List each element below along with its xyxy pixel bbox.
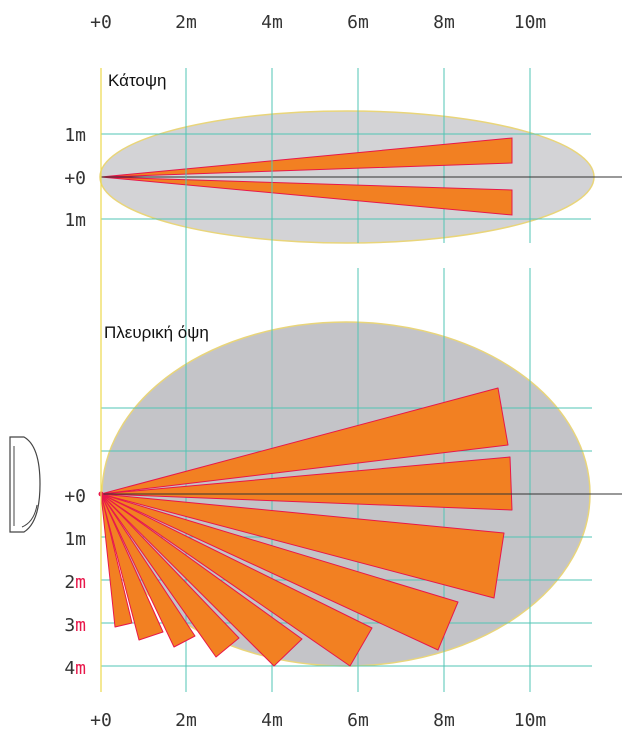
side-detection-zone bbox=[100, 493, 303, 667]
side-detection-zone bbox=[100, 493, 196, 648]
top-axis: +0 2m 4m 6m 8m 10m bbox=[90, 12, 546, 33]
top-axis-label: 2m bbox=[175, 12, 197, 33]
top-axis-label: +0 bbox=[90, 12, 112, 33]
bottom-axis-label: 6m bbox=[347, 710, 369, 731]
top-axis-label: 6m bbox=[347, 12, 369, 33]
side-y-label-unit: m bbox=[75, 615, 86, 636]
side-detection-zone bbox=[100, 493, 164, 641]
top-axis-label: 10m bbox=[514, 12, 547, 33]
side-detection-zone bbox=[100, 456, 513, 511]
side-detection-zones bbox=[100, 387, 513, 667]
side-detection-zone bbox=[100, 387, 509, 495]
side-y-label: 3m bbox=[64, 615, 86, 636]
plan-detection-zone bbox=[100, 137, 513, 178]
side-y-label-number: 2 bbox=[64, 572, 75, 593]
bottom-axis-label: 10m bbox=[514, 710, 547, 731]
side-y-label-unit: m bbox=[75, 572, 86, 593]
side-view: Πλευρική όψη +0 1m 2m 3m 4m bbox=[9, 68, 622, 692]
plan-y-label: 1m bbox=[64, 210, 86, 231]
side-y-label: 4m bbox=[64, 658, 86, 679]
plan-view-title: Κάτοψη bbox=[108, 71, 166, 90]
bottom-axis-label: +0 bbox=[90, 710, 112, 731]
bottom-axis-label: 4m bbox=[261, 710, 283, 731]
side-detection-zone bbox=[100, 493, 505, 599]
plan-detection-zone bbox=[100, 176, 513, 216]
side-y-label: 2m bbox=[64, 572, 86, 593]
side-detection-zone bbox=[100, 493, 459, 651]
top-axis-label: 8m bbox=[433, 12, 455, 33]
side-detection-zone bbox=[100, 493, 133, 628]
plan-y-label: 1m bbox=[64, 125, 86, 146]
bottom-axis-label: 2m bbox=[175, 710, 197, 731]
side-y-label-number: 4 bbox=[64, 658, 75, 679]
top-axis-label: 4m bbox=[261, 12, 283, 33]
bottom-axis: +0 2m 4m 6m 8m 10m bbox=[90, 710, 546, 731]
side-detection-zone bbox=[100, 493, 240, 658]
sensor-device-icon bbox=[9, 436, 41, 533]
side-y-label: 1m bbox=[64, 529, 86, 550]
plan-view: Κάτοψη 1m +0 1m bbox=[64, 68, 622, 244]
side-y-label-number: 3 bbox=[64, 615, 75, 636]
side-y-label: +0 bbox=[64, 486, 86, 507]
side-view-title: Πλευρική όψη bbox=[104, 323, 209, 342]
bottom-axis-label: 8m bbox=[433, 710, 455, 731]
side-detection-zone bbox=[100, 493, 373, 667]
side-y-label-unit: m bbox=[75, 658, 86, 679]
plan-y-label: +0 bbox=[64, 168, 86, 189]
